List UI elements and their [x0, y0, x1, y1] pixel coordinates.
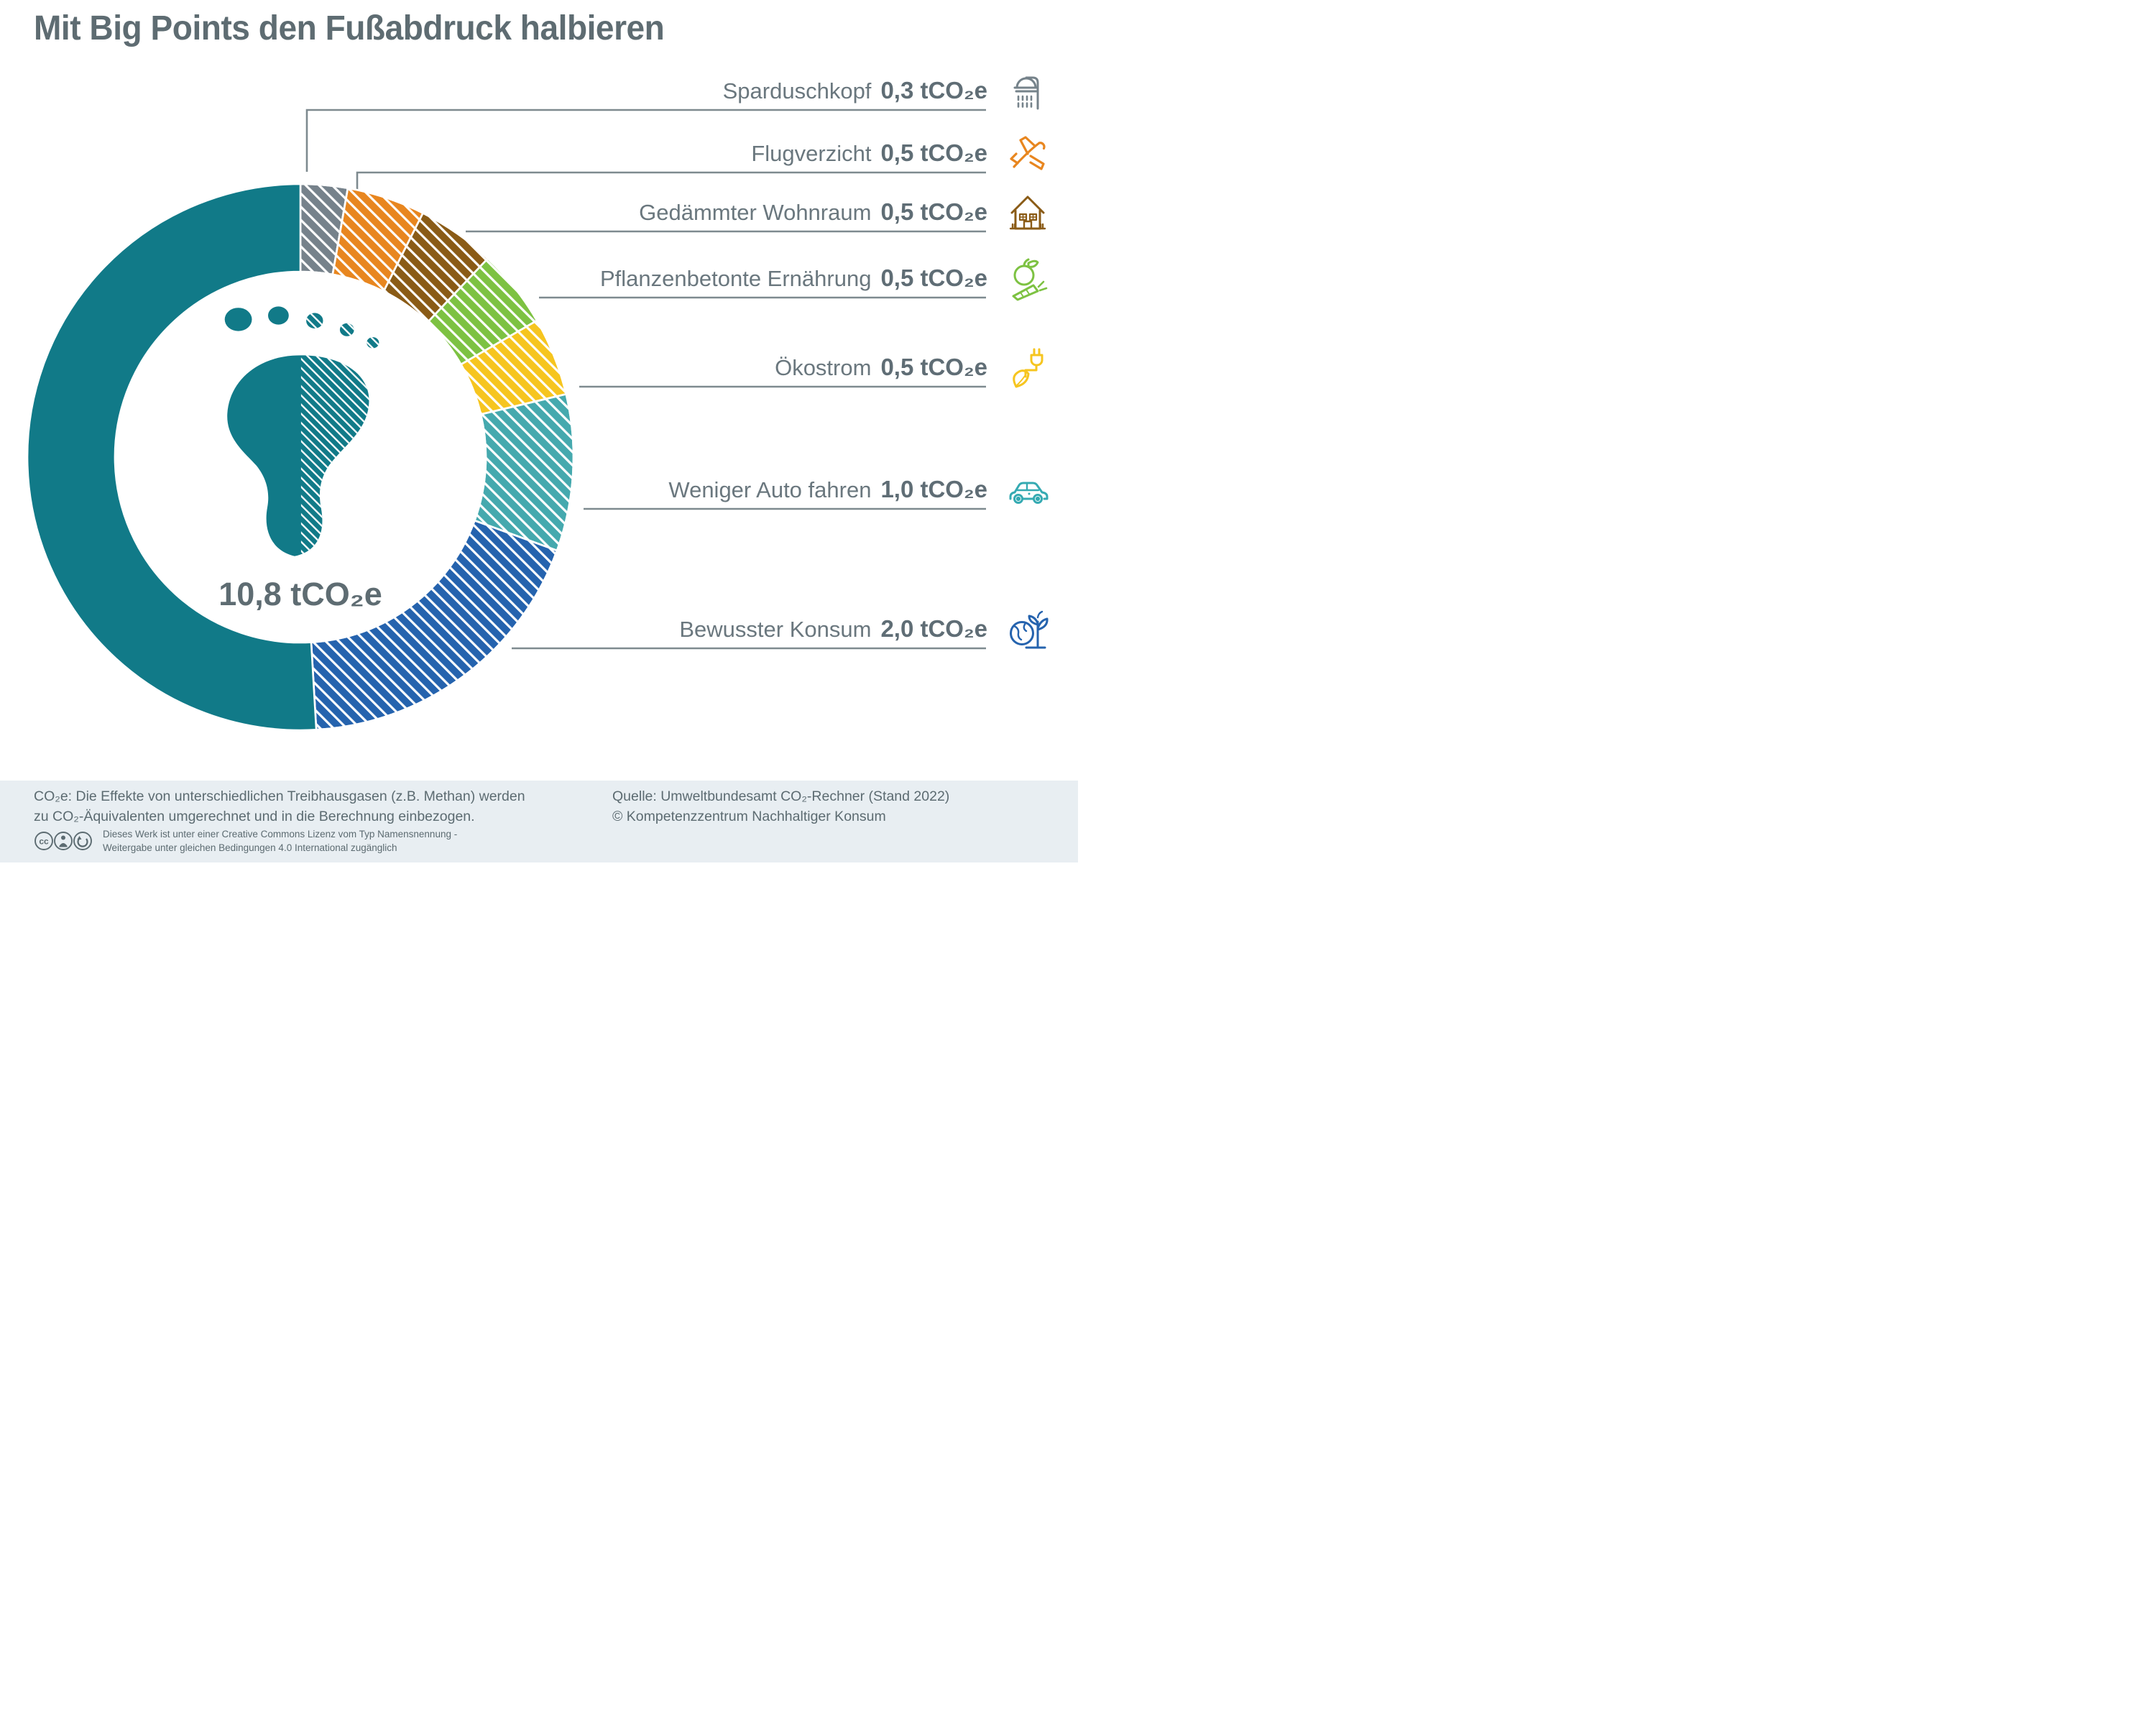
segment-label: Pflanzenbetonte Ernährung [599, 266, 872, 291]
source-line2: © Kompetenzzentrum Nachhaltiger Konsum [612, 809, 886, 824]
segment-label-row: Gedämmter Wohnraum 0,5 tCO₂e [639, 196, 987, 228]
segment-label-row: Bewusster Konsum 2,0 tCO₂e [679, 613, 987, 645]
donut-segment-hatch [310, 519, 558, 731]
plug-leaf-icon [1005, 344, 1051, 390]
footprint-icon [224, 306, 379, 556]
segment-label-row: Weniger Auto fahren 1,0 tCO₂e [668, 474, 987, 505]
segment-label: Flugverzicht [751, 141, 872, 166]
car-icon [1005, 466, 1051, 512]
segment-label-row: Ökostrom 0,5 tCO₂e [775, 351, 987, 383]
leader-lines [305, 109, 986, 650]
by-icon [54, 832, 73, 850]
segment-label: Gedämmter Wohnraum [639, 200, 872, 225]
earth-plant-icon [1005, 606, 1051, 652]
source-note: Quelle: Umweltbundesamt CO₂-Rechner (Sta… [612, 786, 949, 827]
segment-label: Sparduschkopf [722, 78, 872, 104]
source-line1: Quelle: Umweltbundesamt CO₂-Rechner (Sta… [612, 788, 950, 804]
segment-label: Ökostrom [775, 355, 872, 380]
license-row: cc Dieses Werk ist unter einer Creative … [34, 827, 457, 855]
footnote: CO₂e: Die Effekte von unterschiedlichen … [34, 786, 525, 827]
segment-value: 0,5 tCO₂e [880, 198, 987, 225]
shower-icon [1005, 68, 1051, 114]
segment-value: 2,0 tCO₂e [880, 615, 987, 642]
license-text: Dieses Werk ist unter einer Creative Com… [103, 829, 458, 853]
segment-value: 0,3 tCO₂e [880, 77, 987, 104]
donut-segments [26, 183, 575, 732]
airplane-icon [1005, 130, 1051, 176]
footnote-line1: CO₂e: Die Effekte von unterschiedlichen … [34, 788, 525, 804]
infographic-page: Mit Big Points den Fußabdruck halbieren [0, 0, 1078, 862]
leader-line-flugverzicht [356, 171, 986, 192]
svg-text:cc: cc [39, 837, 49, 847]
segment-value: 0,5 tCO₂e [880, 264, 987, 291]
segment-value: 0,5 tCO₂e [880, 139, 987, 166]
donut-segment-rest [26, 183, 318, 732]
segment-label-row: Sparduschkopf 0,3 tCO₂e [723, 75, 987, 106]
donut-chart [26, 109, 986, 732]
segment-label-row: Flugverzicht 0,5 tCO₂e [751, 137, 987, 169]
cc-license-icons: cc [34, 832, 92, 850]
segment-label: Weniger Auto fahren [668, 477, 872, 502]
house-icon [1005, 189, 1051, 235]
sa-icon [73, 832, 92, 850]
footnote-line2: zu CO₂-Äquivalenten umgerechnet und in d… [34, 809, 475, 824]
segment-label: Bewusster Konsum [679, 617, 872, 642]
segment-value: 1,0 tCO₂e [880, 476, 987, 502]
segment-label-row: Pflanzenbetonte Ernährung 0,5 tCO₂e [600, 262, 987, 294]
total-label: 10,8 tCO₂e [218, 576, 382, 612]
footer-band [0, 781, 1078, 862]
segment-value: 0,5 tCO₂e [880, 354, 987, 380]
fruit-vegetable-icon [1005, 255, 1051, 301]
cc-icon [34, 832, 53, 850]
page-title: Mit Big Points den Fußabdruck halbieren [34, 9, 665, 47]
leader-line-sparduschkopf [305, 109, 986, 172]
